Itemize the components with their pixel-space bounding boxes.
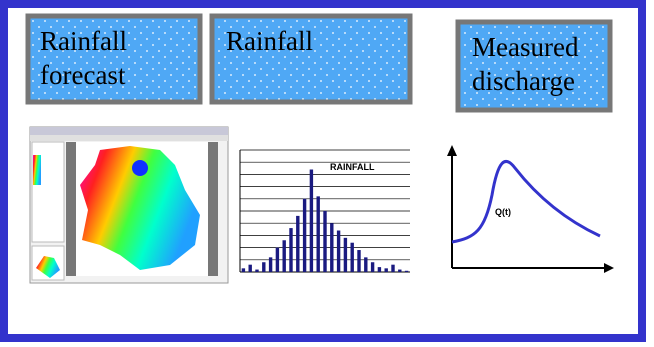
bar (405, 271, 408, 272)
bar (330, 223, 333, 272)
bar (249, 265, 252, 272)
bar (351, 243, 354, 272)
bar (289, 228, 292, 272)
bar (255, 270, 258, 272)
box-text: Measured (472, 32, 579, 62)
slide: Rainfall forecast Rainfall Measured discharg… (0, 0, 654, 347)
bar (398, 270, 401, 272)
box-text: Rainfall (226, 26, 313, 56)
bar (269, 257, 272, 272)
bar (378, 267, 381, 272)
hydrograph: Q(t) (447, 145, 614, 273)
box-text: discharge (472, 66, 575, 96)
bar (262, 262, 265, 272)
bar (357, 250, 360, 272)
bar (242, 268, 245, 272)
bar (276, 248, 279, 272)
box-text: Rainfall (40, 26, 127, 56)
chart-label: RAINFALL (330, 162, 375, 172)
bar (310, 170, 313, 272)
bar (317, 196, 320, 272)
bar (364, 257, 367, 272)
bar (283, 240, 286, 272)
bar (344, 238, 347, 272)
map-screenshot (30, 127, 228, 283)
rainfall-chart: RAINFALL (240, 150, 410, 272)
bar (323, 211, 326, 272)
bar (391, 265, 394, 272)
bar (337, 231, 340, 272)
curve-label: Q(t) (495, 207, 511, 217)
bar (303, 199, 306, 272)
discharge-curve (452, 161, 600, 242)
box-text: forecast (40, 60, 126, 90)
bar (371, 262, 374, 272)
bar (296, 216, 299, 272)
bar (385, 268, 388, 272)
